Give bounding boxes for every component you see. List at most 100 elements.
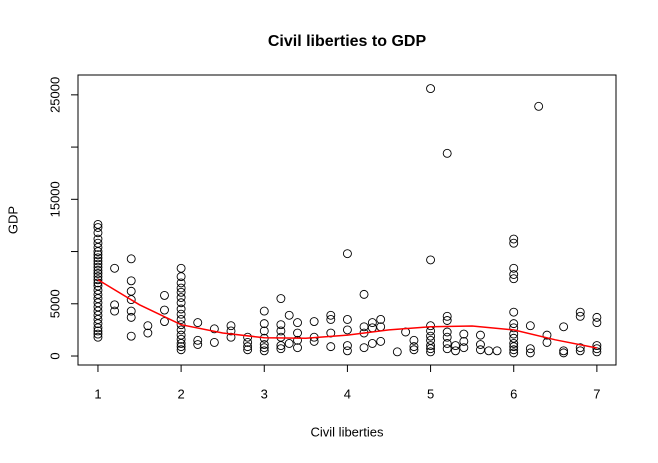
point [93,262,103,272]
point [126,331,136,341]
point [326,315,336,324]
point [93,319,103,329]
point [243,337,253,347]
point [176,304,186,314]
point [93,256,103,266]
point [409,335,419,345]
point [276,341,286,351]
point [93,250,103,260]
point [592,341,602,351]
point [259,306,269,316]
point [509,345,519,355]
point [409,342,419,352]
point [293,343,302,353]
point [459,329,469,339]
point [509,270,519,279]
point [176,272,186,282]
point [442,316,452,325]
point [176,287,186,297]
y-tick-label: 5000 [47,289,62,318]
point [509,342,519,352]
point [575,307,585,317]
point [442,148,452,158]
point [226,332,236,342]
point [426,84,436,94]
chart-title: Civil liberties to GDP [268,33,427,50]
point [592,318,602,328]
point [126,295,136,305]
point [259,346,269,356]
x-tick-label: 4 [344,386,351,401]
point [176,298,186,308]
point [126,254,136,264]
point [93,247,103,256]
point [525,344,535,354]
point [509,307,519,317]
point [93,223,103,232]
point [110,263,120,273]
point [176,309,186,319]
point [176,345,186,355]
point [442,332,452,342]
point [326,342,336,352]
point [509,323,519,333]
point [459,343,469,353]
point [476,340,485,349]
point [276,294,286,304]
point [309,317,319,326]
point [176,342,186,352]
point [93,259,103,269]
y-tick-label: 0 [47,352,62,359]
point [409,345,419,355]
point [509,339,519,348]
point [459,336,469,346]
point [176,278,186,288]
point [359,343,369,353]
point [259,343,269,353]
point [209,337,219,347]
point [176,315,186,324]
point [276,326,286,336]
point [509,263,519,273]
point [442,339,452,348]
point [509,319,519,329]
point [93,332,103,342]
point [193,335,203,345]
point [226,321,236,331]
point [293,318,302,328]
x-tick-label: 6 [510,386,517,401]
point [143,328,153,338]
point [326,310,336,320]
point [367,339,377,348]
point [160,305,169,315]
point [575,346,585,356]
point [93,265,103,275]
point [592,344,602,354]
point [284,310,294,320]
point [259,340,269,349]
point [426,341,436,351]
point [451,346,460,356]
point [492,346,502,356]
point [342,249,352,259]
point [243,342,253,352]
point [575,311,585,321]
point [293,335,302,345]
point [259,319,269,329]
point [575,343,585,353]
point [176,339,186,348]
point [193,318,203,328]
point [559,322,569,332]
point [93,269,103,278]
x-tick-label: 3 [261,386,268,401]
point [259,326,269,336]
point [509,238,519,248]
point [110,306,120,316]
point [126,276,136,286]
point [243,332,253,342]
y-tick-label: 15000 [47,181,62,217]
point [342,325,352,335]
point [276,344,286,354]
